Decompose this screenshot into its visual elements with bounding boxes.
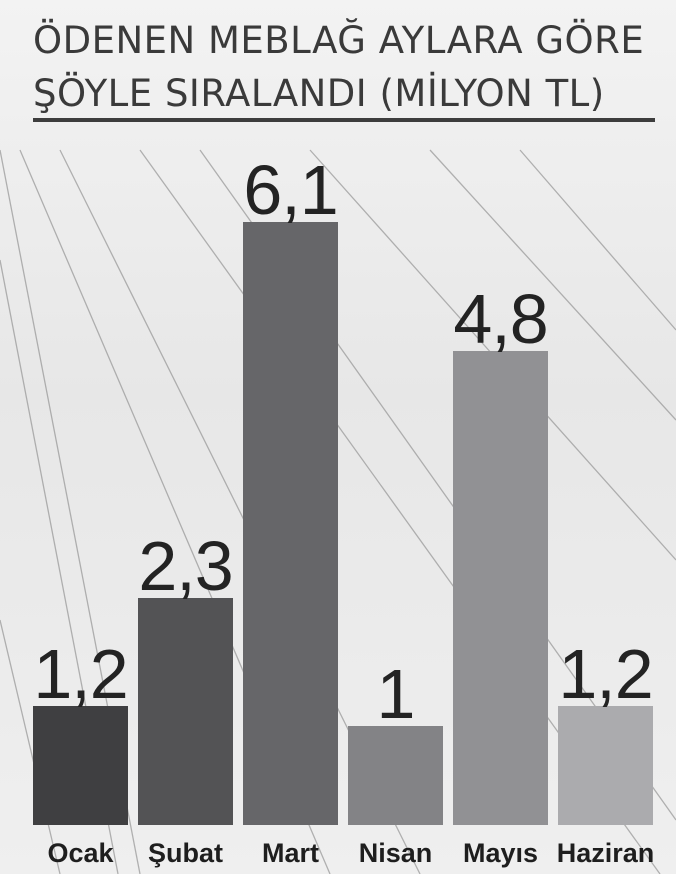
bar-0: [33, 706, 128, 825]
bar-5: [558, 706, 653, 825]
category-label-1: Şubat: [148, 838, 223, 868]
value-label-3: 1: [377, 655, 415, 733]
value-label-4: 4,8: [453, 280, 547, 358]
category-label-2: Mart: [262, 838, 319, 868]
bar-2: [243, 222, 338, 825]
category-label-4: Mayıs: [463, 838, 538, 868]
value-label-0: 1,2: [33, 635, 127, 713]
chart-title-line-1: ÖDENEN MEBLAĞ AYLARA GÖRE: [33, 19, 645, 62]
bar-3: [348, 726, 443, 825]
category-label-0: Ocak: [47, 838, 114, 868]
value-label-1: 2,3: [138, 527, 232, 605]
chart-title-line-2: ŞÖYLE SIRALANDI (MİLYON TL): [33, 72, 605, 115]
value-label-5: 1,2: [558, 635, 652, 713]
category-label-3: Nisan: [359, 838, 433, 868]
category-label-5: Haziran: [557, 838, 655, 868]
bar-1: [138, 598, 233, 825]
value-label-2: 6,1: [243, 151, 337, 229]
title-divider: [33, 118, 655, 122]
bar-4: [453, 351, 548, 825]
chart-title: ÖDENEN MEBLAĞ AYLARA GÖRE ŞÖYLE SIRALAND…: [33, 14, 653, 120]
